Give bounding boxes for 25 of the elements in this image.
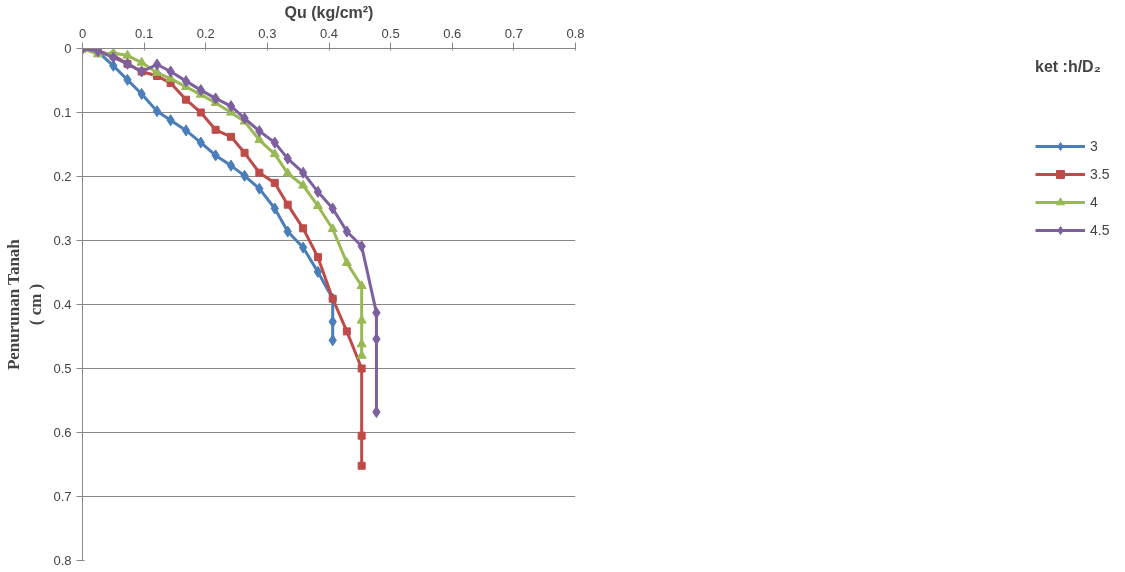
x-tick-label: 0.2 [196, 25, 215, 41]
y-tick-label: 0.8 [53, 553, 72, 568]
x-tick-label: 0.5 [381, 25, 400, 41]
y-tick-label: 0.5 [53, 361, 72, 376]
y-tick-label: 0.3 [53, 233, 72, 248]
y-axis-title: Penurunan Tanah ( cm ) [3, 238, 46, 371]
x-tick-label: 0.7 [504, 25, 523, 41]
x-tick-label: 0.4 [319, 25, 339, 41]
x-tick-label: 0.8 [566, 25, 585, 41]
x-tick-label: 0.6 [443, 25, 462, 41]
legend-label: 3 [1090, 138, 1099, 154]
x-tick-label: 0.3 [258, 25, 277, 41]
y-tick-label: 0.6 [53, 425, 72, 440]
legend-label: 4.5 [1090, 222, 1110, 238]
y-tick-label: 0.7 [53, 489, 72, 504]
y-tick-label: 0.1 [53, 105, 72, 120]
y-tick-label: 0.2 [53, 169, 72, 184]
legend-label: 3.5 [1090, 166, 1110, 182]
x-tick-label: 0 [78, 25, 87, 41]
x-axis-title: Qu (kg/cm²) [284, 3, 374, 21]
x-tick-label: 0.1 [135, 25, 154, 41]
legend-title: ket :h/D₂ [1035, 58, 1102, 76]
y-tick-label: 0.4 [53, 297, 72, 312]
legend-label: 4 [1090, 194, 1099, 210]
y-tick-label: 0 [64, 41, 72, 56]
